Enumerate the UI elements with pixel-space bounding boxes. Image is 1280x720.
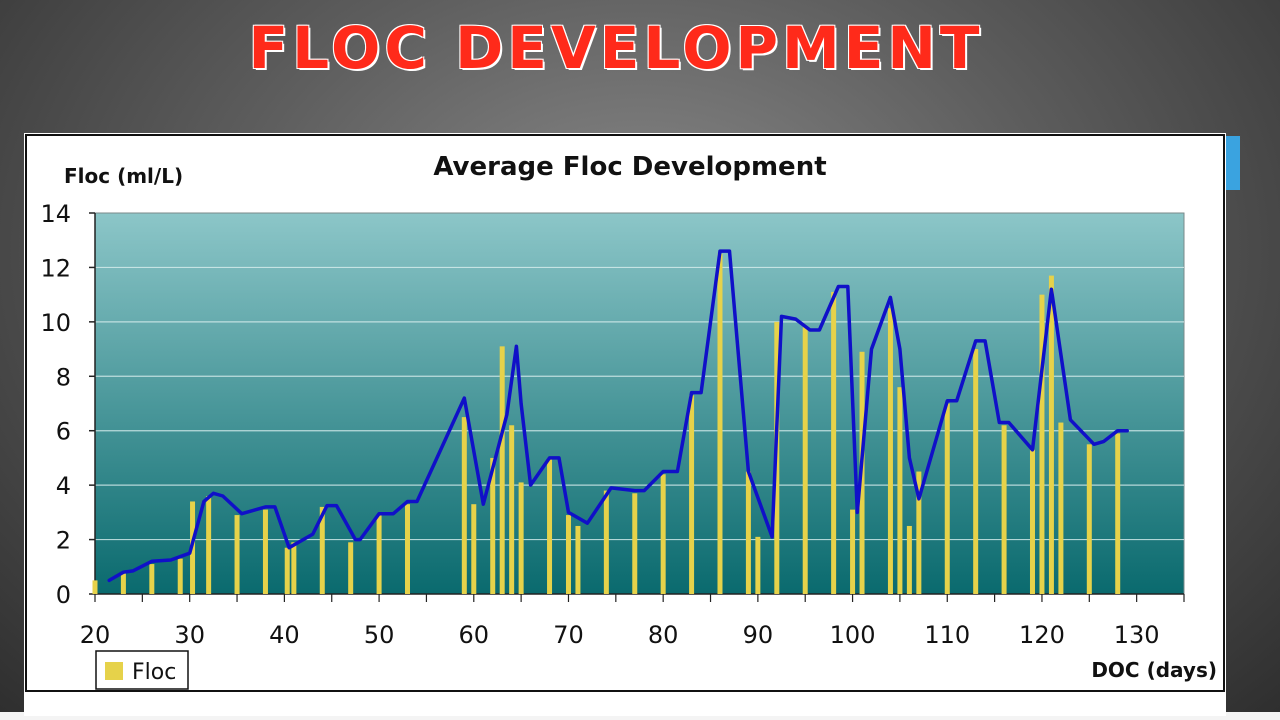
floc-bar	[916, 471, 922, 594]
plot-background	[94, 212, 1185, 595]
x-tick-label: 50	[364, 621, 395, 649]
floc-bar	[906, 525, 912, 594]
floc-bar	[547, 457, 553, 594]
legend-swatch	[105, 662, 123, 680]
floc-bar	[509, 425, 515, 594]
floc-bar	[404, 504, 410, 594]
floc-bar	[802, 327, 808, 594]
average-floc-line	[107, 249, 1129, 583]
chart-title: Average Floc Development	[433, 152, 826, 182]
floc-bar	[755, 536, 761, 594]
x-tick-label: 130	[1114, 621, 1160, 649]
floc-bar	[632, 493, 638, 594]
floc-bar	[689, 395, 695, 594]
floc-bar	[376, 515, 382, 594]
floc-bar	[717, 253, 723, 595]
floc-bar	[1086, 444, 1092, 594]
floc-bar	[944, 403, 950, 594]
y-axis-label: Floc (ml/L)	[64, 164, 183, 188]
floc-bar	[120, 572, 126, 594]
floc-bar	[149, 564, 155, 594]
floc-bar	[565, 515, 571, 594]
y-tick-label: 4	[56, 472, 71, 500]
x-tick-label: 20	[80, 621, 111, 649]
x-tick-label: 110	[924, 621, 970, 649]
floc-bar	[1058, 422, 1064, 594]
floc-bar	[177, 558, 183, 594]
floc-bar	[518, 482, 524, 594]
floc-bar	[1048, 275, 1054, 594]
x-tick-label: 70	[553, 621, 584, 649]
floc-bar	[348, 542, 354, 594]
floc-bar	[1001, 425, 1007, 594]
y-tick-label: 14	[40, 200, 71, 228]
floc-bar	[461, 417, 467, 594]
floc-bar	[1115, 433, 1121, 594]
y-tick-label: 8	[56, 363, 71, 391]
floc-bar	[897, 387, 903, 594]
floc-bar	[291, 542, 297, 594]
x-tick-label: 30	[174, 621, 205, 649]
y-tick-label: 12	[40, 254, 71, 282]
floc-bar	[887, 308, 893, 594]
floc-bar	[1039, 294, 1045, 594]
legend-label: Floc	[132, 660, 176, 685]
chart-panel: Average Floc Development Floc (ml/L) DOC…	[24, 133, 1226, 716]
floc-bar	[660, 474, 666, 594]
floc-bar	[490, 457, 496, 594]
y-tick-label: 0	[56, 581, 71, 609]
x-axis-label: DOC (days)	[1091, 658, 1217, 682]
floc-bar	[284, 547, 290, 594]
slide-title: FLOC DEVELOPMENT	[248, 14, 984, 82]
floc-bar	[471, 504, 477, 594]
floc-bar	[499, 346, 505, 594]
x-tick-label: 100	[830, 621, 876, 649]
floc-bar	[973, 349, 979, 594]
y-tick-label: 6	[56, 418, 71, 446]
floc-bar	[745, 471, 751, 594]
y-tick-label: 10	[40, 309, 71, 337]
x-tick-label: 90	[743, 621, 774, 649]
plot-area: 0 2 4 6 8 10 12 14 20 30 40 50 60 70 80 90 100 110 120 130	[40, 200, 1185, 649]
floc-bar	[92, 580, 98, 594]
floc-bar	[603, 490, 609, 594]
x-tick-label: 80	[648, 621, 679, 649]
floc-bar	[234, 515, 240, 594]
floc-bar	[575, 525, 581, 594]
x-tick-label: 40	[269, 621, 300, 649]
floc-bar	[262, 509, 268, 594]
floc-bar	[319, 506, 325, 594]
floc-bar	[850, 509, 856, 594]
side-tab-decoration	[1226, 136, 1240, 190]
y-tick-label: 2	[56, 527, 71, 555]
bottom-strip	[0, 712, 1280, 720]
chart-frame	[25, 134, 1225, 692]
floc-bar	[206, 496, 212, 594]
floc-bar	[831, 291, 837, 594]
legend: Floc	[95, 650, 189, 690]
x-tick-label: 120	[1019, 621, 1065, 649]
floc-chart: Average Floc Development Floc (ml/L) DOC…	[25, 134, 1225, 692]
x-tick-label: 60	[459, 621, 490, 649]
floc-bar	[1029, 449, 1035, 594]
